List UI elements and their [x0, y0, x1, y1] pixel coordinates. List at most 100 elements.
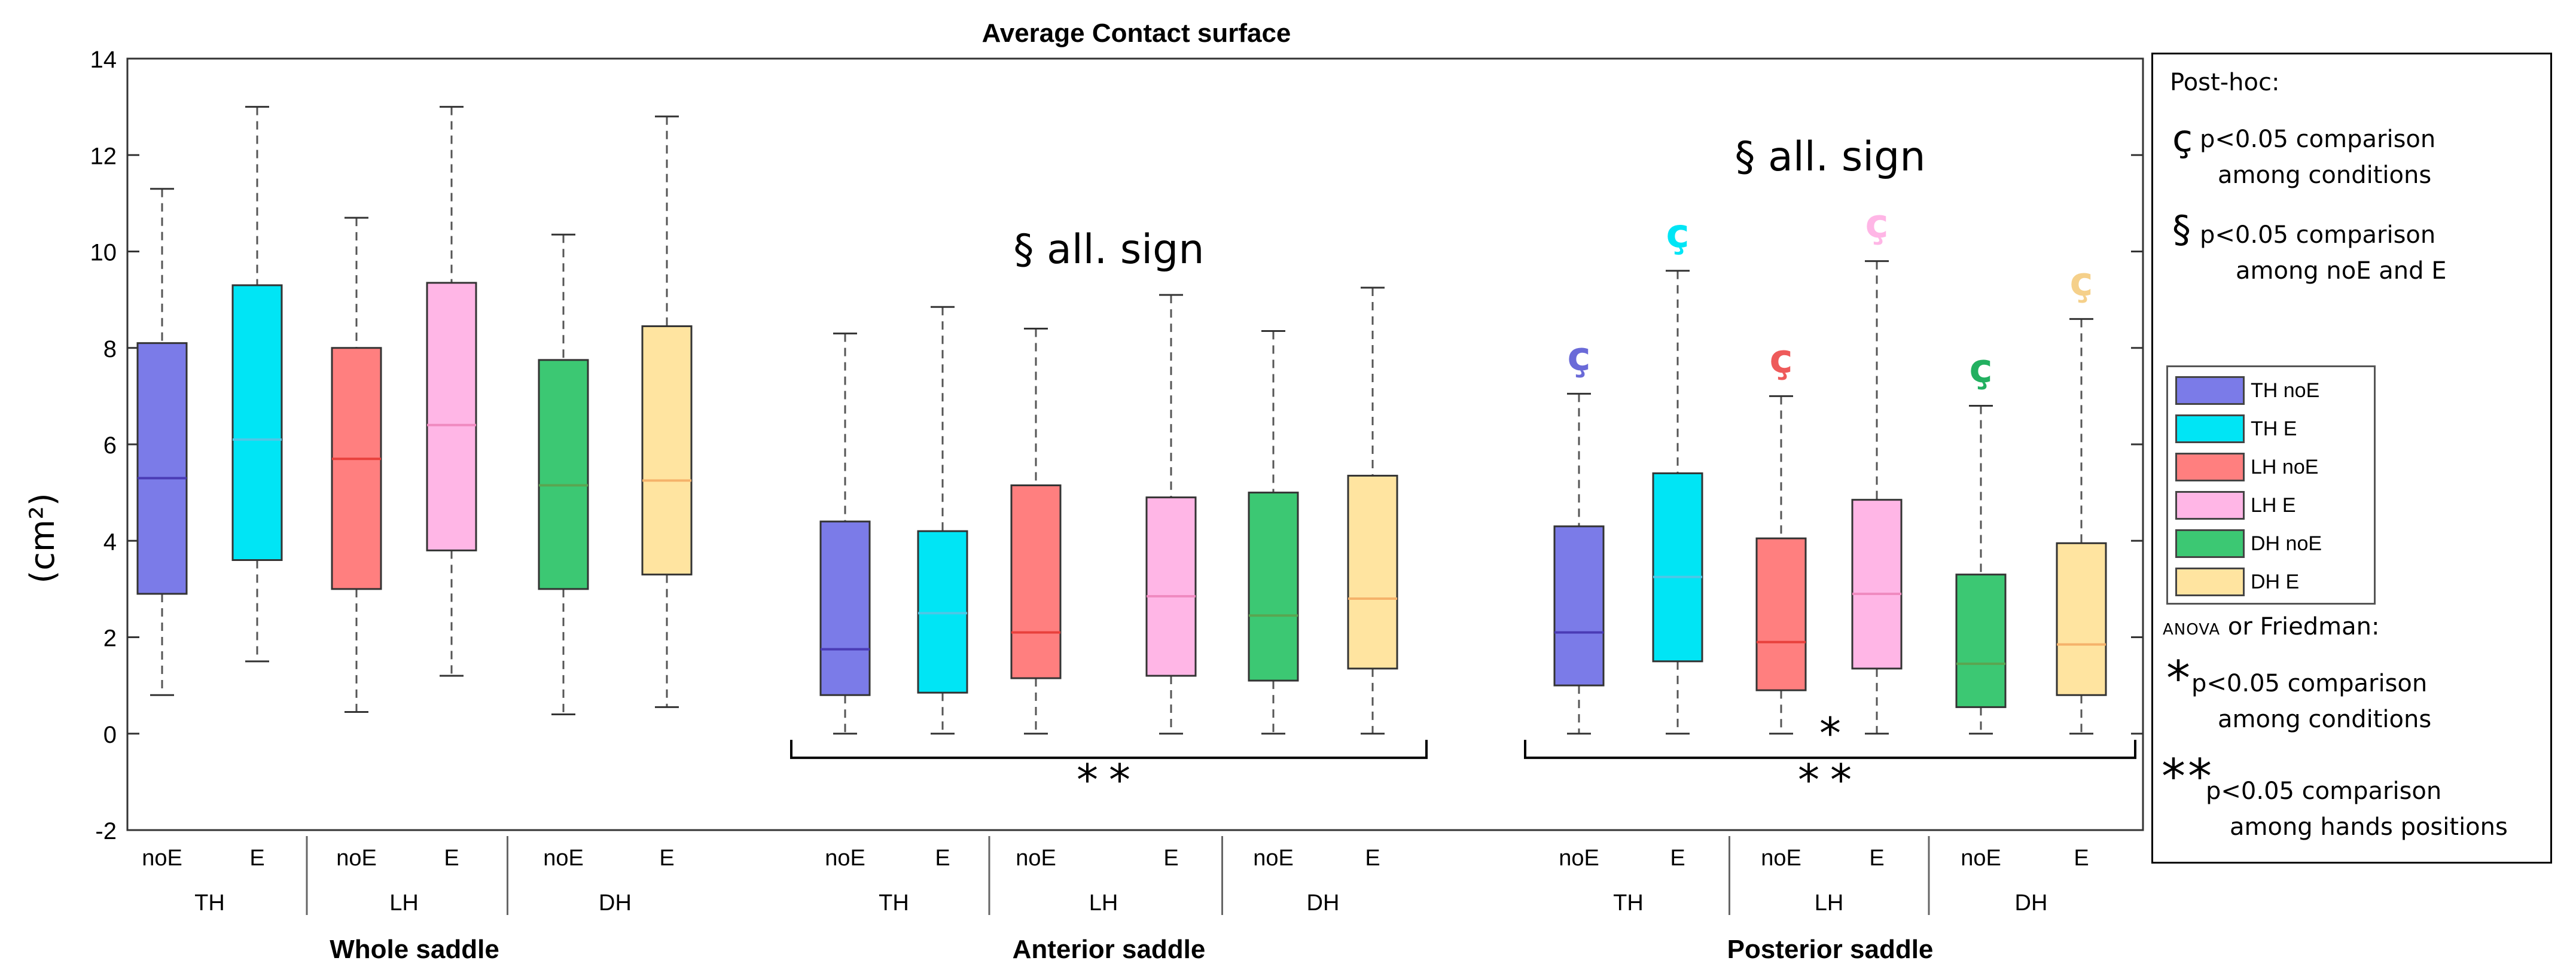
legend-swatch — [2175, 414, 2245, 443]
y-tick-label: 6 — [103, 432, 117, 459]
post-hoc-mark: ç — [2069, 258, 2093, 304]
legend-cedilla-text-1: p<0.05 comparison — [2200, 126, 2436, 153]
box-iqr — [1347, 474, 1398, 670]
box-iqr — [819, 520, 871, 696]
legend-star1-text-2: among conditions — [2218, 706, 2432, 733]
legend-item: TH noE — [2175, 373, 2319, 408]
box-lh-noe — [1010, 328, 1062, 735]
box-lh-e — [1145, 294, 1197, 735]
y-axis: -2 0 2 4 6 8 10 12 14 — [90, 47, 2143, 844]
group-label: Posterior saddle — [1727, 935, 1934, 964]
post-hoc-mark: ç — [1666, 211, 1689, 257]
significance-bracket: *** — [1524, 708, 2136, 805]
post-hoc-mark: ç — [1865, 201, 1888, 247]
legend-item-label: DH E — [2251, 570, 2300, 593]
bracket-line — [1524, 740, 2136, 760]
bracket-mark: * — [1819, 708, 1841, 758]
legend-section-symbol: § — [2172, 208, 2191, 251]
position-label: DH — [1307, 890, 1340, 916]
legend-post-hoc-title: Post-hoc: — [2170, 69, 2280, 96]
box-iqr — [1652, 472, 1703, 663]
legend-item: LH noE — [2175, 450, 2318, 484]
box-lh-e — [426, 106, 477, 677]
legend-item: TH E — [2175, 411, 2297, 446]
y-axis-label: (cm²) — [23, 493, 62, 583]
y-tick-label: 10 — [90, 240, 117, 266]
legend-item-label: DH noE — [2251, 532, 2322, 555]
legend-star1-text-1: p<0.05 comparison — [2191, 670, 2428, 697]
legend-cedilla-symbol: ç — [2172, 117, 2193, 160]
y-tick-label: 14 — [90, 47, 117, 73]
x-tick-label: E — [2074, 846, 2089, 871]
position-label: LH — [1815, 890, 1844, 916]
legend-swatch — [2175, 491, 2245, 520]
post-hoc-mark: ç — [1769, 336, 1792, 382]
box-iqr — [1755, 537, 1807, 691]
box-iqr — [136, 342, 188, 595]
group-annotation: § all. sign — [1014, 226, 1205, 273]
box-iqr — [1248, 492, 1299, 682]
legend-section-text-1: p<0.05 comparison — [2200, 221, 2436, 249]
box-iqr — [641, 325, 693, 576]
legend-item: DH noE — [2175, 526, 2322, 561]
legend-series-box: TH noE TH E LH noE LH E DH noE DH E — [2166, 365, 2376, 605]
x-tick-label: noE — [1016, 846, 1056, 871]
group-annotation: § all. sign — [1735, 133, 1926, 181]
x-tick-label: E — [659, 846, 674, 871]
legend-swatch — [2175, 568, 2245, 596]
legend-swatch — [2175, 453, 2245, 481]
box-th-e: ç — [1652, 211, 1703, 735]
box-iqr — [2056, 542, 2107, 696]
position-label: TH — [1613, 890, 1644, 916]
y-tick-label: 8 — [103, 336, 117, 362]
box-iqr — [538, 359, 589, 590]
box-th-noe: ç — [1553, 333, 1605, 735]
x-tick-label: noE — [336, 846, 377, 871]
position-label: DH — [599, 890, 632, 916]
legend-section-text-2: among noE and E — [2236, 257, 2447, 285]
box-iqr — [331, 347, 382, 590]
legend-anova-line: ANOVA or Friedman: — [2163, 613, 2379, 641]
box-lh-noe — [331, 216, 382, 713]
box-iqr — [1955, 574, 2007, 708]
box-dh-noe — [1248, 330, 1299, 735]
box-iqr — [426, 282, 477, 551]
post-hoc-mark: ç — [1567, 333, 1590, 379]
group-label: Anterior saddle — [1013, 935, 1206, 964]
chart-title: Average Contact surface — [982, 19, 1291, 48]
y-tick-label: 0 — [103, 722, 117, 748]
y-tick-label: 2 — [103, 626, 117, 652]
x-tick-label: noE — [1961, 846, 2001, 871]
box-dh-e — [641, 115, 693, 708]
group-label: Whole saddle — [330, 935, 499, 964]
box-iqr — [1010, 484, 1062, 679]
box-th-e — [231, 106, 283, 663]
chart-marks: § all. sign ** ç ç ç ç ç ç § all. sign *** — [136, 106, 2136, 805]
legend-star2-text-2: among hands positions — [2230, 813, 2508, 841]
x-tick-label: E — [1163, 846, 1178, 871]
x-tick-label: noE — [543, 846, 584, 871]
x-tick-label: E — [1365, 846, 1380, 871]
legend-star1-symbol: * — [2166, 651, 2190, 706]
box-dh-noe — [538, 233, 589, 715]
position-label: TH — [194, 890, 225, 916]
box-iqr — [1851, 499, 1903, 670]
significance-bracket: ** — [790, 740, 1428, 805]
position-label: LH — [1089, 890, 1118, 916]
box-iqr — [917, 530, 968, 694]
post-hoc-mark: ç — [1969, 346, 1992, 392]
legend-star2-symbol: ** — [2162, 749, 2214, 804]
x-tick-label: E — [1670, 846, 1685, 871]
box-iqr — [231, 284, 283, 561]
position-label: DH — [2015, 890, 2048, 916]
y-tick-label: -2 — [95, 818, 117, 844]
x-tick-label: noE — [825, 846, 865, 871]
box-lh-noe: ç — [1755, 336, 1807, 735]
box-dh-noe: ç — [1955, 346, 2007, 735]
x-tick-label: E — [1869, 846, 1884, 871]
legend-item: DH E — [2175, 565, 2299, 599]
legend-anova-small: ANOVA — [2163, 621, 2221, 639]
bracket-mark: ** — [1077, 755, 1141, 805]
x-tick-label: E — [444, 846, 459, 871]
